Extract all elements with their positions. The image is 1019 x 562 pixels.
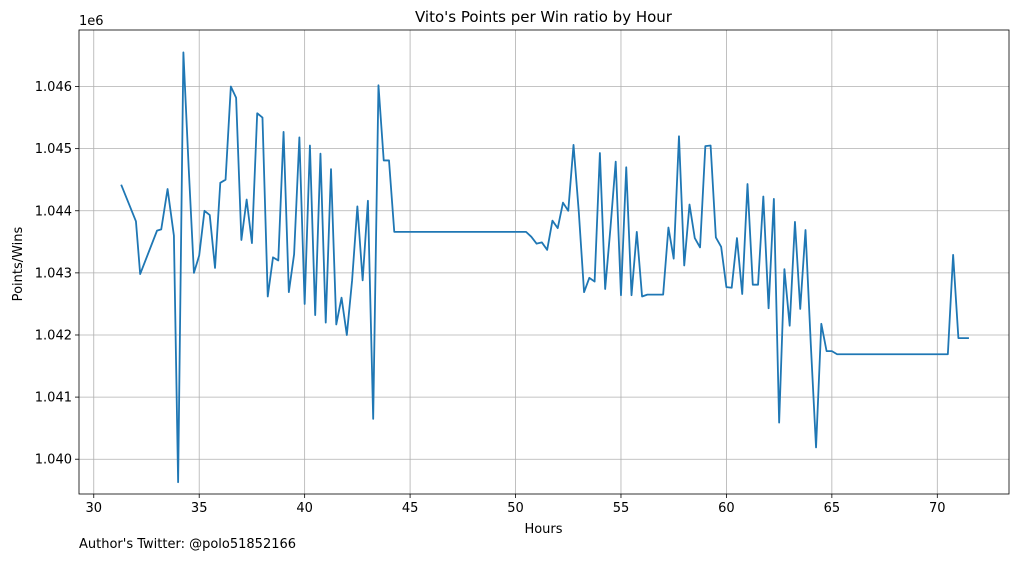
author-caption: Author's Twitter: @polo51852166 [79, 537, 297, 552]
x-tick-label: 65 [824, 501, 841, 516]
series-line [120, 51, 969, 484]
y-tick-label: 1.041 [35, 391, 72, 406]
y-tick-label: 1.040 [35, 453, 72, 468]
y-tick-label: 1.046 [35, 80, 72, 95]
x-tick-label: 55 [613, 501, 630, 516]
y-tick-label: 1.043 [35, 266, 72, 281]
grid [79, 30, 1009, 494]
x-tick-label: 35 [191, 501, 208, 516]
x-tick-label: 50 [507, 501, 524, 516]
y-axis-label: Points/Wins [11, 226, 26, 301]
x-tick-label: 60 [718, 501, 735, 516]
y-tick-label: 1.044 [35, 204, 72, 219]
x-axis-label: Hours [524, 522, 562, 537]
plot-frame [78, 29, 1010, 495]
y-offset-label: 1e6 [79, 14, 104, 29]
chart-title: Vito's Points per Win ratio by Hour [415, 8, 673, 26]
series-layer [120, 51, 969, 484]
y-tick-label: 1.042 [35, 328, 72, 343]
y-tick-label: 1.045 [35, 142, 72, 157]
x-tick-label: 40 [296, 501, 313, 516]
x-tick-label: 30 [85, 501, 102, 516]
axes: 30 35 40 45 50 55 60 65 70 1.040 1.041 1.042 1.043 1.… [35, 29, 1010, 516]
x-tick-label: 70 [929, 501, 946, 516]
x-tick-label: 45 [402, 501, 419, 516]
